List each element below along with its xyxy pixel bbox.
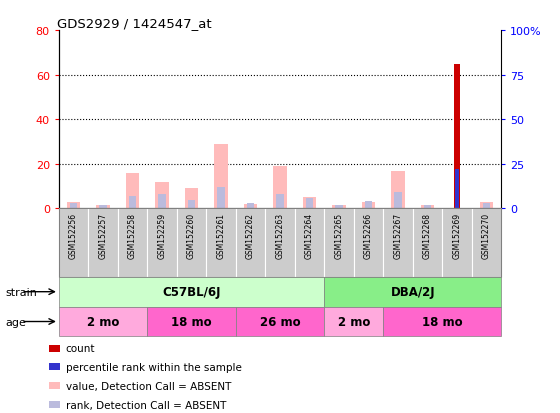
Text: C57BL/6J: C57BL/6J [162,285,221,299]
Bar [49,363,60,370]
Bar [206,209,236,277]
Bar [88,209,118,277]
Bar [59,307,147,337]
Text: GSM152265: GSM152265 [334,212,343,259]
Bar [413,209,442,277]
Text: GSM152260: GSM152260 [187,212,196,259]
Bar [455,170,459,209]
Text: 2 mo: 2 mo [87,315,119,328]
Bar [49,401,60,408]
Bar [59,277,324,307]
Text: GSM152266: GSM152266 [364,212,373,259]
Bar [472,209,501,277]
Bar [99,205,107,209]
Bar [383,307,501,337]
Bar [442,209,472,277]
Bar [421,206,434,209]
Bar [303,198,316,209]
Text: strain: strain [6,287,38,297]
Bar [391,171,405,209]
Text: rank, Detection Call = ABSENT: rank, Detection Call = ABSENT [66,400,226,410]
Text: GSM152258: GSM152258 [128,212,137,258]
Bar [383,209,413,277]
Bar [177,209,206,277]
Bar [335,205,343,209]
Bar [424,205,431,209]
Bar [273,167,287,209]
Text: GSM152259: GSM152259 [157,212,166,259]
Bar [324,209,354,277]
Bar [324,277,501,307]
Bar [362,202,375,209]
Bar [244,204,257,209]
Text: GSM152270: GSM152270 [482,212,491,259]
Text: 2 mo: 2 mo [338,315,370,328]
Text: age: age [6,317,26,327]
Text: GSM152262: GSM152262 [246,212,255,258]
Bar [147,209,177,277]
Bar [126,173,139,209]
Bar [295,209,324,277]
Bar [480,202,493,209]
Text: 18 mo: 18 mo [171,315,212,328]
Bar [49,345,60,352]
Bar [247,204,254,209]
Text: 18 mo: 18 mo [422,315,463,328]
Text: value, Detection Call = ABSENT: value, Detection Call = ABSENT [66,381,231,391]
Bar [306,198,313,209]
Bar [118,209,147,277]
Text: GSM152256: GSM152256 [69,212,78,259]
Bar [67,202,80,209]
Text: GSM152257: GSM152257 [99,212,108,259]
Bar [185,189,198,209]
Bar [96,206,110,209]
Bar [236,209,265,277]
Text: GSM152269: GSM152269 [452,212,461,259]
Text: GDS2929 / 1424547_at: GDS2929 / 1424547_at [57,17,211,30]
Text: count: count [66,343,95,353]
Bar [276,195,284,209]
Bar [354,209,383,277]
Bar [147,307,236,337]
Text: GSM152264: GSM152264 [305,212,314,259]
Text: GSM152263: GSM152263 [276,212,284,259]
Bar [394,193,402,209]
Text: DBA/2J: DBA/2J [390,285,435,299]
Bar [129,197,136,209]
Bar [265,209,295,277]
Bar [158,195,166,209]
Bar [454,65,460,209]
Text: GSM152261: GSM152261 [217,212,226,258]
Text: percentile rank within the sample: percentile rank within the sample [66,362,241,372]
Bar [214,145,228,209]
Bar [188,200,195,209]
Bar [70,204,77,209]
Bar [483,204,490,209]
Bar [365,202,372,209]
Bar [332,206,346,209]
Bar [49,382,60,389]
Text: 26 mo: 26 mo [260,315,300,328]
Bar [217,188,225,209]
Text: GSM152267: GSM152267 [394,212,403,259]
Text: GSM152268: GSM152268 [423,212,432,258]
Bar [324,307,383,337]
Bar [155,183,169,209]
Bar [59,209,88,277]
Bar [236,307,324,337]
